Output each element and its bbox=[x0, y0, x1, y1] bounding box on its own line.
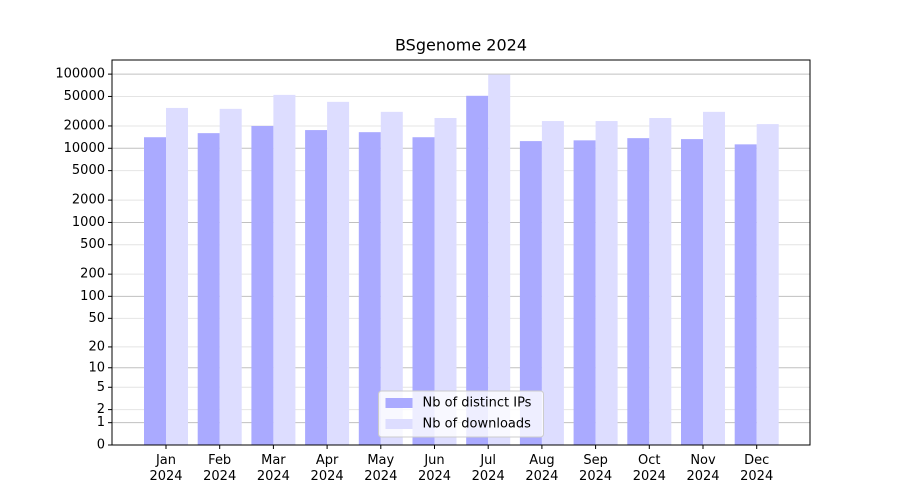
x-tick-label: Apr 2024 bbox=[310, 453, 344, 484]
bar bbox=[219, 108, 242, 445]
bar bbox=[327, 101, 350, 445]
bar bbox=[144, 137, 166, 445]
x-tick-label: Jul 2024 bbox=[471, 453, 505, 484]
x-tick-label: May 2024 bbox=[364, 453, 398, 484]
plot-frame bbox=[111, 59, 811, 446]
bar bbox=[627, 138, 650, 445]
bar bbox=[649, 118, 672, 445]
x-tick-label: Feb 2024 bbox=[203, 453, 237, 484]
y-tick-label: 50 bbox=[88, 311, 105, 326]
x-tick-label: Nov 2024 bbox=[686, 453, 720, 484]
bar bbox=[305, 130, 328, 445]
x-tick-label: Oct 2024 bbox=[632, 453, 666, 484]
y-tick-label: 5 bbox=[97, 380, 105, 395]
y-tick-label: 20000 bbox=[64, 118, 105, 133]
bar bbox=[251, 125, 274, 445]
y-tick-label: 10 bbox=[88, 360, 105, 375]
y-tick-label: 1000 bbox=[72, 215, 105, 230]
legend-swatch bbox=[385, 419, 413, 429]
bar bbox=[595, 121, 618, 445]
y-tick-label: 200 bbox=[80, 267, 105, 282]
x-tick-label: Sep 2024 bbox=[579, 453, 613, 484]
legend-swatch bbox=[385, 398, 413, 408]
legend-box bbox=[378, 390, 544, 438]
bar bbox=[734, 144, 757, 445]
y-tick-label: 100000 bbox=[55, 67, 105, 82]
bar bbox=[488, 74, 511, 446]
legend-label: Nb of distinct IPs bbox=[423, 396, 532, 411]
y-tick-label: 2 bbox=[97, 402, 105, 417]
bar bbox=[380, 111, 403, 446]
bar bbox=[197, 133, 220, 445]
legend-label: Nb of downloads bbox=[423, 417, 532, 432]
x-tick-label: Dec 2024 bbox=[740, 453, 774, 484]
y-tick-label: 1 bbox=[97, 415, 105, 430]
chart-title: BSgenome 2024 bbox=[395, 36, 527, 55]
x-tick-label: Jun 2024 bbox=[417, 453, 452, 484]
bar bbox=[519, 141, 542, 446]
y-tick-label: 100 bbox=[80, 289, 105, 304]
bar bbox=[681, 139, 703, 445]
y-tick-label: 10000 bbox=[64, 141, 105, 156]
y-tick-label: 20 bbox=[88, 339, 105, 354]
y-tick-label: 2000 bbox=[72, 193, 105, 208]
bar bbox=[412, 137, 435, 445]
y-tick-label: 5000 bbox=[72, 163, 105, 178]
legend: Nb of distinct IPs Nb of downloads bbox=[378, 390, 544, 438]
x-tick-label: Aug 2024 bbox=[525, 453, 559, 484]
bar bbox=[434, 118, 457, 445]
bar bbox=[703, 111, 725, 446]
bar bbox=[466, 95, 489, 446]
bar bbox=[358, 132, 381, 446]
x-tick-label: Mar 2024 bbox=[256, 453, 290, 484]
bar bbox=[541, 121, 564, 445]
bar bbox=[756, 124, 779, 445]
y-tick-label: 50000 bbox=[64, 89, 105, 104]
y-tick-label: 500 bbox=[80, 237, 105, 252]
y-tick-label: 0 bbox=[97, 438, 105, 453]
bar bbox=[273, 94, 296, 446]
bar bbox=[573, 140, 596, 445]
bar bbox=[166, 107, 188, 445]
x-tick-label: Jan 2024 bbox=[149, 453, 183, 484]
